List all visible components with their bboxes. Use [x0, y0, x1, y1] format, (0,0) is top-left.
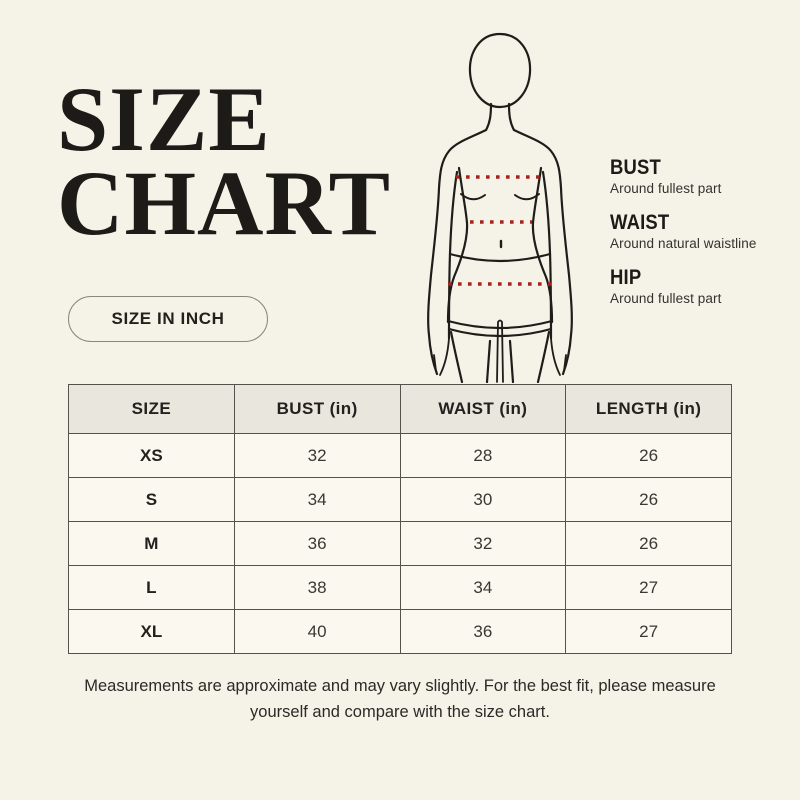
figure-shorts-hem	[446, 319, 554, 338]
cell-m-waist: 32	[399, 521, 567, 566]
table-row-m: M 36 32 26	[68, 521, 732, 566]
figure-left-hand	[433, 337, 450, 376]
cell-l-waist: 34	[399, 565, 567, 610]
figure-waistband	[448, 252, 552, 263]
figure-torso-left	[446, 166, 469, 324]
guide-item-waist: WAIST Around natural waistline	[610, 211, 790, 251]
cell-xs-waist: 28	[399, 433, 567, 478]
cell-xl-size: XL	[68, 609, 235, 654]
cell-xs-length: 26	[565, 433, 732, 478]
figure-center-seam	[496, 319, 504, 383]
figure-right-arm	[512, 128, 573, 376]
cell-xl-waist: 36	[399, 609, 567, 654]
cell-xl-length: 27	[565, 609, 732, 654]
page-title-line1: SIZE	[57, 68, 271, 170]
guide-hip-label: HIP	[610, 266, 642, 289]
body-measurement-figure	[427, 32, 573, 383]
guide-bust-label: BUST	[610, 156, 662, 179]
cell-xs-size: XS	[68, 433, 235, 478]
cell-m-bust: 36	[233, 521, 401, 566]
guide-bust-description: Around fullest part	[610, 181, 722, 196]
page-title-line2: CHART	[57, 152, 392, 254]
guide-item-hip: HIP Around fullest part	[610, 266, 790, 306]
guide-hip-description: Around fullest part	[610, 291, 722, 306]
cell-m-length: 26	[565, 521, 732, 566]
cell-l-size: L	[68, 565, 235, 610]
col-header-bust: BUST (in)	[233, 384, 401, 434]
figure-head	[468, 32, 532, 109]
unit-toggle-label: SIZE IN INCH	[111, 309, 225, 328]
table-row-xs: XS 32 28 26	[68, 433, 732, 478]
cell-s-waist: 30	[399, 477, 567, 522]
measurement-guide: BUST Around fullest part WAIST Around na…	[610, 156, 790, 321]
disclaimer-text: Measurements are approximate and may var…	[84, 677, 716, 721]
size-table-header-row: SIZE BUST (in) WAIST (in) LENGTH (in)	[68, 384, 732, 434]
cell-l-bust: 38	[233, 565, 401, 610]
cell-m-size: M	[68, 521, 235, 566]
page-title: SIZE CHART	[57, 68, 392, 254]
cell-s-bust: 34	[233, 477, 401, 522]
figure-legs	[449, 330, 551, 383]
figure-left-arm	[427, 128, 488, 376]
table-row-xl: XL 40 36 27	[68, 609, 732, 654]
cell-l-length: 27	[565, 565, 732, 610]
figure-torso-right	[531, 166, 554, 324]
col-header-length: LENGTH (in)	[565, 384, 732, 434]
size-table: SIZE BUST (in) WAIST (in) LENGTH (in) XS…	[68, 384, 732, 654]
table-row-l: L 38 34 27	[68, 565, 732, 610]
cell-s-size: S	[68, 477, 235, 522]
figure-bust-curves	[460, 193, 540, 201]
unit-toggle-button[interactable]: SIZE IN INCH	[68, 296, 268, 342]
guide-item-bust: BUST Around fullest part	[610, 156, 790, 196]
col-header-size: SIZE	[68, 384, 235, 434]
cell-xs-bust: 32	[233, 433, 401, 478]
col-header-waist: WAIST (in)	[399, 384, 567, 434]
guide-waist-description: Around natural waistline	[610, 236, 757, 251]
cell-xl-bust: 40	[233, 609, 401, 654]
table-row-s: S 34 30 26	[68, 477, 732, 522]
figure-right-hand	[550, 337, 567, 376]
figure-neck	[484, 102, 516, 132]
cell-s-length: 26	[565, 477, 732, 522]
guide-waist-label: WAIST	[610, 211, 670, 234]
